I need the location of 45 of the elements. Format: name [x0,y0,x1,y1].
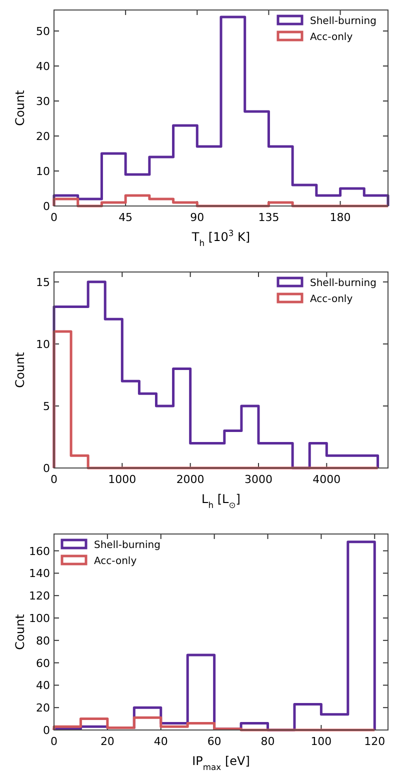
x-tick-label: 80 [260,735,275,748]
x-tick-label: 40 [154,735,168,748]
y-tick-label: 40 [36,60,50,73]
y-tick-label: 40 [36,679,50,692]
y-tick-label: 80 [36,634,50,648]
y-tick-label: 0 [43,462,50,475]
x-axis-title: L$_{h}$ [L$_{⊙}$] [202,492,240,510]
y-tick-label: 10 [36,165,50,178]
y-tick-label: 15 [36,276,50,289]
x-tick-label: 60 [207,735,222,748]
x-tick-label: 135 [258,211,280,224]
x-tick-label: 100 [310,735,332,748]
legend-label: Shell-burning [94,540,160,551]
legend-label: Shell-burning [310,16,376,27]
y-tick-label: 120 [29,590,50,603]
x-tick-label: 180 [330,211,351,224]
y-tick-label: 20 [36,702,50,715]
y-tick-label: 100 [29,612,50,625]
x-axis-title: T$_{h}$ [10$^{3}$ K] [190,228,250,248]
y-tick-label: 20 [36,130,50,143]
legend-label: Acc-only [310,294,353,305]
legend-label: Acc-only [310,32,353,43]
x-axis-title: IP$_{max}$ [eV] [192,754,250,772]
y-axis-title: Count [13,90,27,126]
y-tick-label: 10 [36,338,50,351]
y-tick-label: 0 [43,200,50,213]
x-tick-label: 90 [190,211,204,224]
legend-label: Acc-only [94,556,137,567]
y-tick-label: 160 [29,544,50,558]
y-tick-label: 30 [36,95,50,108]
y-axis-title: Count [13,614,27,650]
x-tick-label: 1000 [108,473,136,486]
y-tick-label: 5 [43,400,50,413]
x-tick-label: 45 [118,211,133,224]
legend-label: Shell-burning [310,278,376,289]
x-tick-label: 2000 [176,473,204,486]
x-tick-label: 120 [364,735,386,748]
x-tick-label: 4000 [312,473,341,486]
y-axis-title: Count [13,352,27,388]
y-tick-label: 140 [29,567,50,580]
y-tick-label: 50 [36,25,50,38]
x-tick-label: 20 [100,735,114,748]
y-tick-label: 60 [36,656,50,670]
y-tick-label: 0 [43,724,50,737]
x-tick-label: 3000 [244,473,272,486]
